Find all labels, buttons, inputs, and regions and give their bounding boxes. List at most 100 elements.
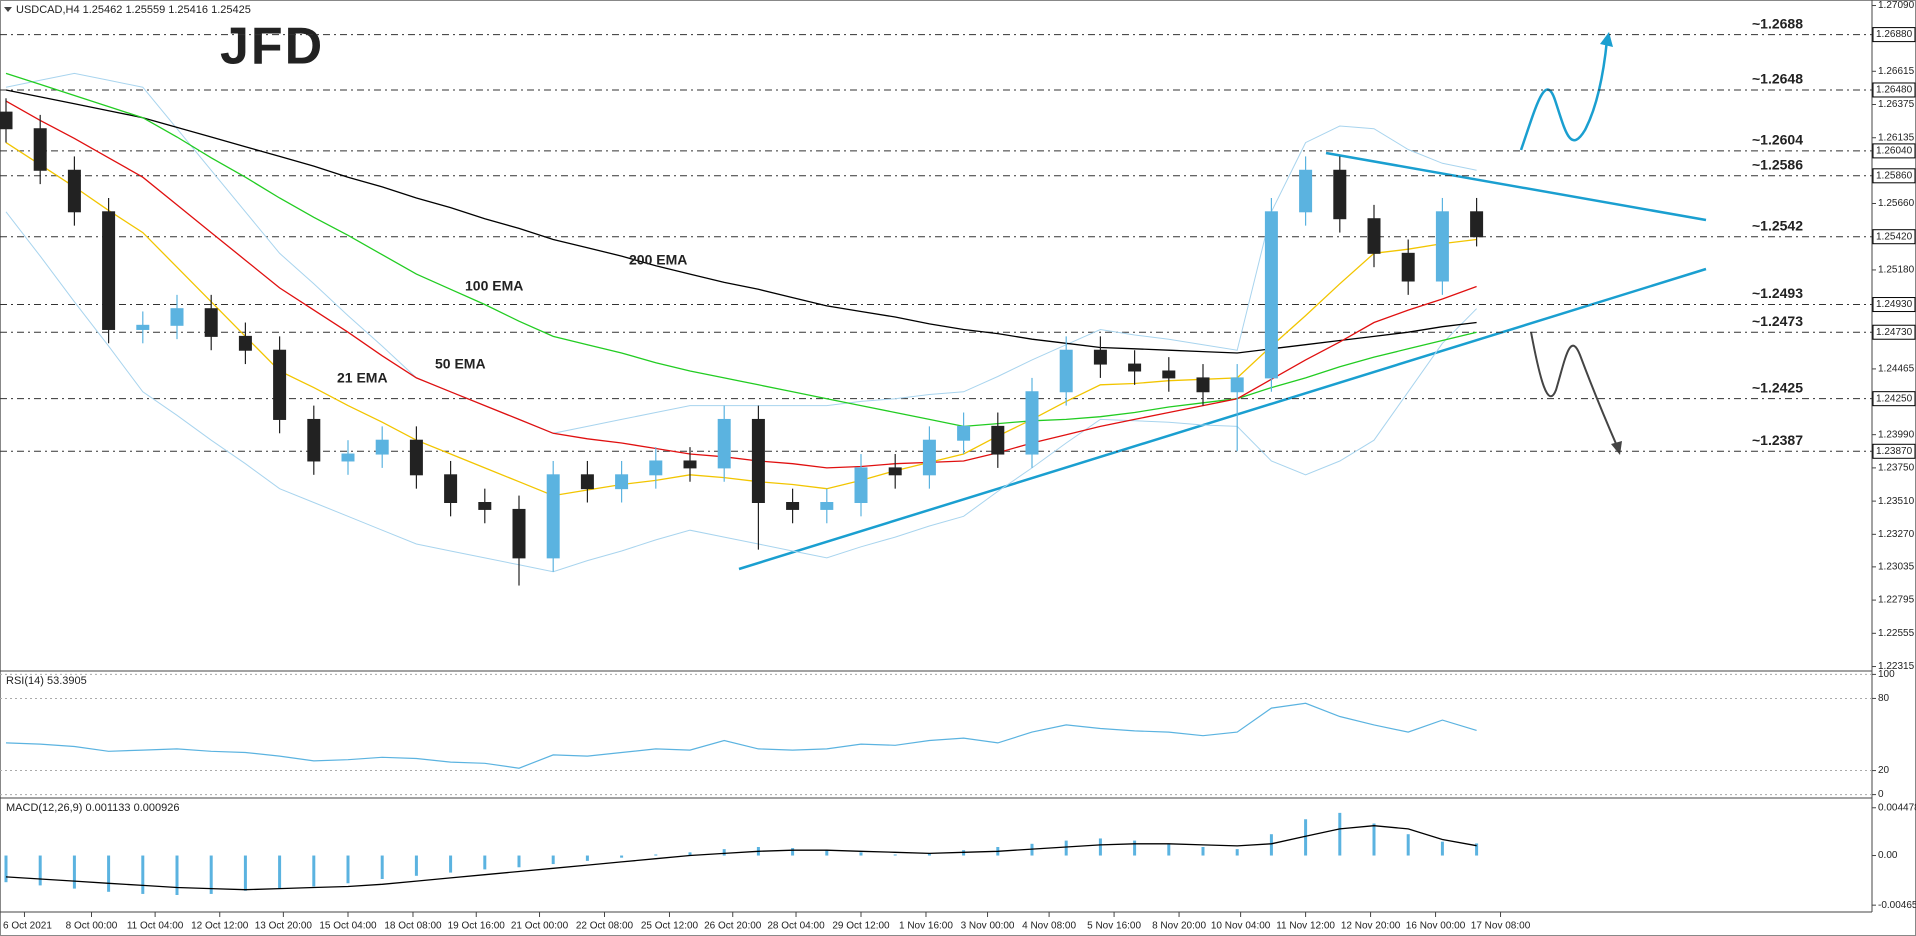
macd-bar bbox=[312, 855, 316, 887]
macd-bar bbox=[825, 850, 829, 856]
x-tick-label: 19 Oct 16:00 bbox=[448, 921, 506, 932]
macd-bar bbox=[380, 855, 384, 879]
candle-body bbox=[512, 508, 526, 559]
candle-body bbox=[546, 474, 560, 559]
candle-body bbox=[649, 460, 663, 476]
candle-body bbox=[170, 308, 184, 326]
y-tick-label: 1.26615 bbox=[1878, 66, 1915, 77]
x-tick-label: 16 Nov 00:00 bbox=[1406, 921, 1466, 932]
candle-body bbox=[1435, 211, 1449, 282]
y-tick-label: 1.22555 bbox=[1878, 628, 1915, 639]
candle-body bbox=[67, 169, 81, 213]
candle-body bbox=[1401, 252, 1415, 282]
y-tick-label: 20 bbox=[1878, 765, 1890, 776]
candle-body bbox=[717, 418, 731, 469]
level-box bbox=[1872, 229, 1916, 245]
level-box bbox=[1872, 143, 1916, 159]
y-tick-label: 1.23035 bbox=[1878, 562, 1915, 573]
macd-bar bbox=[4, 855, 8, 883]
candle-body bbox=[375, 439, 389, 455]
candle-body bbox=[1059, 349, 1073, 393]
macd-bar bbox=[585, 855, 589, 861]
candle-body bbox=[683, 460, 697, 469]
level-note: ~1.2493 bbox=[1752, 285, 1803, 301]
macd-title: MACD(12,26,9) 0.001133 0.000926 bbox=[6, 802, 179, 814]
level-box bbox=[1872, 27, 1916, 43]
candle-body bbox=[102, 211, 116, 330]
level-box bbox=[1872, 443, 1916, 459]
macd-bar bbox=[1133, 840, 1137, 856]
candle-body bbox=[820, 502, 834, 510]
candle-body bbox=[1230, 377, 1244, 393]
resistance-trendline bbox=[1325, 151, 1707, 222]
x-tick-label: 21 Oct 00:00 bbox=[511, 921, 569, 932]
level-label: 1.24250 bbox=[1876, 393, 1913, 404]
macd-bar bbox=[449, 855, 453, 873]
candle-body bbox=[854, 467, 868, 503]
level-label: 1.26040 bbox=[1876, 146, 1913, 157]
indicator-line bbox=[5, 100, 1477, 469]
y-tick-label: 80 bbox=[1878, 693, 1890, 704]
candle-body bbox=[1333, 169, 1347, 220]
bearish-arrow bbox=[1530, 331, 1618, 447]
rsi-line bbox=[5, 702, 1477, 769]
macd-bar bbox=[1406, 834, 1410, 856]
macd-bar bbox=[1475, 843, 1479, 856]
x-tick-label: 12 Nov 20:00 bbox=[1341, 921, 1401, 932]
x-tick-label: 25 Oct 12:00 bbox=[641, 921, 699, 932]
candle-body bbox=[1264, 211, 1278, 379]
candle-body bbox=[478, 502, 492, 510]
candle-body bbox=[204, 308, 218, 337]
arrow-head bbox=[1600, 32, 1613, 47]
macd-bar bbox=[414, 855, 418, 876]
level-label: 1.25420 bbox=[1876, 231, 1913, 242]
macd-bar bbox=[1064, 840, 1068, 856]
candle-body bbox=[1470, 211, 1484, 238]
y-tick-label: 1.23510 bbox=[1878, 496, 1915, 507]
x-tick-label: 26 Oct 20:00 bbox=[704, 921, 762, 932]
support-trendline bbox=[738, 267, 1707, 571]
y-tick-label: 1.26375 bbox=[1878, 99, 1915, 110]
x-tick-label: 18 Oct 08:00 bbox=[384, 921, 442, 932]
candle-body bbox=[273, 349, 287, 420]
candle-body bbox=[409, 439, 423, 476]
candle-body bbox=[957, 425, 971, 441]
x-tick-label: 13 Oct 20:00 bbox=[255, 921, 313, 932]
level-label: 1.26480 bbox=[1876, 85, 1913, 96]
macd-bar bbox=[1201, 847, 1205, 856]
y-tick-label: 1.26135 bbox=[1878, 132, 1915, 143]
y-tick-label: 1.25180 bbox=[1878, 265, 1915, 276]
level-box bbox=[1872, 82, 1916, 98]
series-label: 100 EMA bbox=[465, 278, 523, 294]
macd-bar bbox=[72, 855, 76, 889]
x-tick-label: 17 Nov 08:00 bbox=[1471, 921, 1531, 932]
bullish-arrow bbox=[1519, 39, 1609, 151]
x-tick-label: 3 Nov 00:00 bbox=[961, 921, 1015, 932]
x-tick-label: 5 Nov 16:00 bbox=[1087, 921, 1141, 932]
candle-body bbox=[580, 474, 594, 490]
x-tick-label: 22 Oct 08:00 bbox=[576, 921, 634, 932]
level-note: ~1.2387 bbox=[1752, 432, 1803, 448]
rsi-title: RSI(14) 53.3905 bbox=[6, 675, 87, 687]
candle-body bbox=[307, 418, 321, 462]
candle-body bbox=[33, 128, 47, 171]
y-tick-label: 0.00 bbox=[1878, 850, 1898, 861]
level-box bbox=[1872, 324, 1916, 340]
macd-bar bbox=[620, 855, 624, 858]
macd-bar bbox=[551, 855, 555, 865]
candle-body bbox=[615, 474, 629, 490]
x-tick-label: 6 Oct 2021 bbox=[3, 921, 52, 932]
candle-body bbox=[1367, 218, 1381, 254]
macd-bar bbox=[893, 854, 897, 856]
level-label: 1.26880 bbox=[1876, 29, 1913, 40]
indicator-line bbox=[5, 89, 1477, 354]
x-tick-label: 11 Oct 04:00 bbox=[127, 921, 184, 932]
x-tick-label: 8 Oct 00:00 bbox=[66, 921, 118, 932]
candle-body bbox=[991, 425, 1005, 455]
y-tick-label: 1.23990 bbox=[1878, 429, 1915, 440]
candle-body bbox=[136, 324, 150, 330]
macd-bar bbox=[1338, 812, 1342, 856]
macd-bar bbox=[859, 852, 863, 856]
